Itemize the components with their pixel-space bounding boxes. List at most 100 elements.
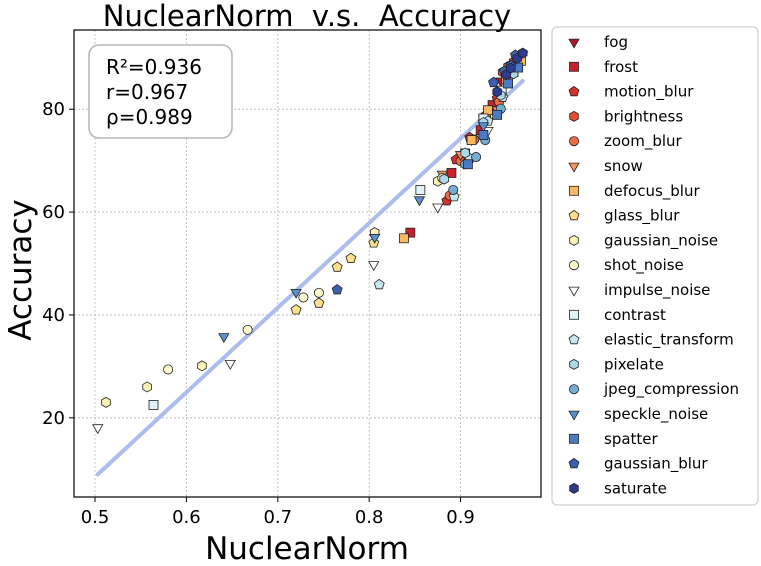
legend-item-snow: snow	[568, 157, 643, 175]
stats-box-frame	[88, 44, 233, 139]
y-tick-label: 80	[42, 99, 65, 120]
legend-item-impulse-noise: impulse_noise	[568, 281, 710, 300]
legend-marker	[569, 61, 579, 72]
legend-label: shot_noise	[604, 256, 684, 275]
data-point	[506, 62, 516, 74]
legend-marker	[569, 185, 579, 196]
y-tick-label: 40	[42, 305, 65, 326]
stat-pearson-r: r=0.967	[106, 80, 188, 104]
fit-line	[95, 78, 525, 477]
data-point	[218, 333, 230, 344]
legend-marker	[568, 209, 580, 221]
legend-item-defocus-blur: defocus_blur	[569, 182, 700, 201]
legend-item-gaussian-noise: gaussian_noise	[569, 231, 718, 250]
data-point	[488, 76, 499, 88]
legend-label: defocus_blur	[604, 182, 700, 201]
data-point	[471, 152, 482, 163]
data-point	[290, 288, 302, 299]
data-point	[92, 424, 104, 435]
legend-item-saturate: saturate	[569, 479, 667, 497]
data-point	[313, 287, 324, 298]
fit-line-layer	[95, 78, 525, 477]
data-point	[373, 278, 385, 290]
data-point	[503, 78, 513, 89]
legend-marker	[569, 110, 579, 122]
data-point	[492, 109, 503, 120]
data-point	[368, 233, 381, 244]
legend-item-jpeg-compression: jpeg_compression	[569, 380, 739, 399]
legend-label: impulse_noise	[604, 281, 710, 300]
x-tick-label: 0.7	[263, 507, 292, 528]
data-point	[492, 86, 502, 98]
legend: fog frost motion_blur brightness zoom_blursn…	[551, 26, 759, 506]
data-point	[163, 364, 174, 375]
legend-label: zoom_blur	[604, 132, 683, 151]
data-point	[290, 304, 302, 315]
legend-label: snow	[604, 157, 643, 175]
data-point	[148, 400, 159, 410]
chart-title: NuclearNorm v.s. Accuracy	[103, 0, 511, 33]
legend-item-brightness: brightness	[569, 107, 683, 125]
legend-item-glass-blur: glass_blur	[568, 207, 680, 226]
legend-label: saturate	[604, 479, 667, 497]
data-point	[460, 147, 470, 159]
legend-label: brightness	[604, 107, 683, 125]
legend-label: contrast	[604, 306, 666, 324]
plot-frame	[73, 29, 542, 498]
legend-item-fog: fog	[568, 33, 628, 51]
data-point	[101, 396, 111, 408]
data-point	[517, 47, 528, 59]
data-point	[478, 130, 489, 140]
legend-label: glass_blur	[604, 207, 680, 226]
legend-label: speckle_noise	[604, 405, 708, 424]
legend-marker	[568, 286, 580, 297]
legend-label: gaussian_noise	[604, 231, 718, 250]
y-axis-ticks: 20 40 60 80	[42, 99, 74, 429]
legend-marker	[569, 482, 579, 494]
x-tick-label: 0.6	[172, 507, 201, 528]
legend-item-spatter: spatter	[569, 430, 659, 448]
data-point	[197, 360, 207, 372]
data-point	[224, 359, 236, 370]
data-point	[405, 227, 416, 238]
x-axis-ticks: 0.5 0.6 0.7 0.8 0.9	[81, 497, 475, 528]
data-point	[242, 324, 253, 335]
data-point	[298, 292, 309, 303]
legend-marker	[568, 85, 580, 97]
legend-item-zoom-blur: zoom_blur	[569, 132, 683, 151]
legend-label: motion_blur	[604, 83, 694, 102]
legend-frame	[551, 26, 759, 506]
data-point	[345, 252, 357, 263]
legend-marker	[569, 433, 579, 444]
data-point	[413, 196, 426, 207]
legend-item-frost: frost	[569, 58, 638, 76]
data-point	[462, 159, 473, 170]
data-point	[368, 261, 380, 272]
legend-item-elastic-transform: elastic_transform	[568, 331, 734, 350]
data-point	[477, 122, 490, 133]
y-axis-title: Accuracy	[3, 199, 39, 341]
legend-label: jpeg_compression	[603, 380, 739, 399]
data-point	[448, 184, 459, 195]
x-tick-label: 0.5	[81, 507, 110, 528]
data-point	[313, 297, 325, 308]
legend-marker	[568, 38, 580, 49]
legend-marker	[569, 136, 580, 147]
legend-item-contrast: contrast	[569, 306, 666, 324]
legend-marker	[568, 457, 580, 469]
legend-label: pixelate	[604, 355, 664, 373]
legend-label: frost	[604, 58, 638, 76]
legend-label: spatter	[604, 430, 659, 448]
legend-item-shot-noise: shot_noise	[569, 256, 684, 275]
data-point	[466, 135, 477, 145]
legend-marker	[569, 384, 580, 395]
data-point	[399, 233, 409, 244]
legend-label: gaussian_blur	[604, 455, 708, 474]
stat-spearman-rho: ρ=0.989	[106, 105, 193, 129]
data-point	[446, 168, 457, 178]
legend-marker	[569, 309, 579, 320]
legend-marker	[569, 260, 580, 271]
scatter-points	[92, 47, 529, 435]
x-axis-title: NuclearNorm	[205, 531, 409, 566]
